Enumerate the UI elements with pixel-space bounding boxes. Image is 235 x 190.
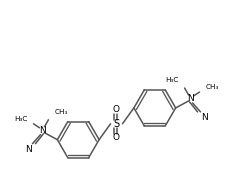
Text: O: O [112, 105, 119, 114]
Text: N: N [187, 94, 194, 104]
Text: H₃C: H₃C [14, 116, 27, 122]
Text: O: O [112, 133, 119, 142]
Text: CH₃: CH₃ [206, 84, 219, 90]
Text: N: N [201, 113, 208, 122]
Text: N: N [39, 126, 46, 135]
Text: S: S [114, 119, 120, 129]
Text: CH₃: CH₃ [54, 109, 68, 115]
Text: H₃C: H₃C [165, 77, 179, 83]
Text: N: N [25, 145, 32, 154]
